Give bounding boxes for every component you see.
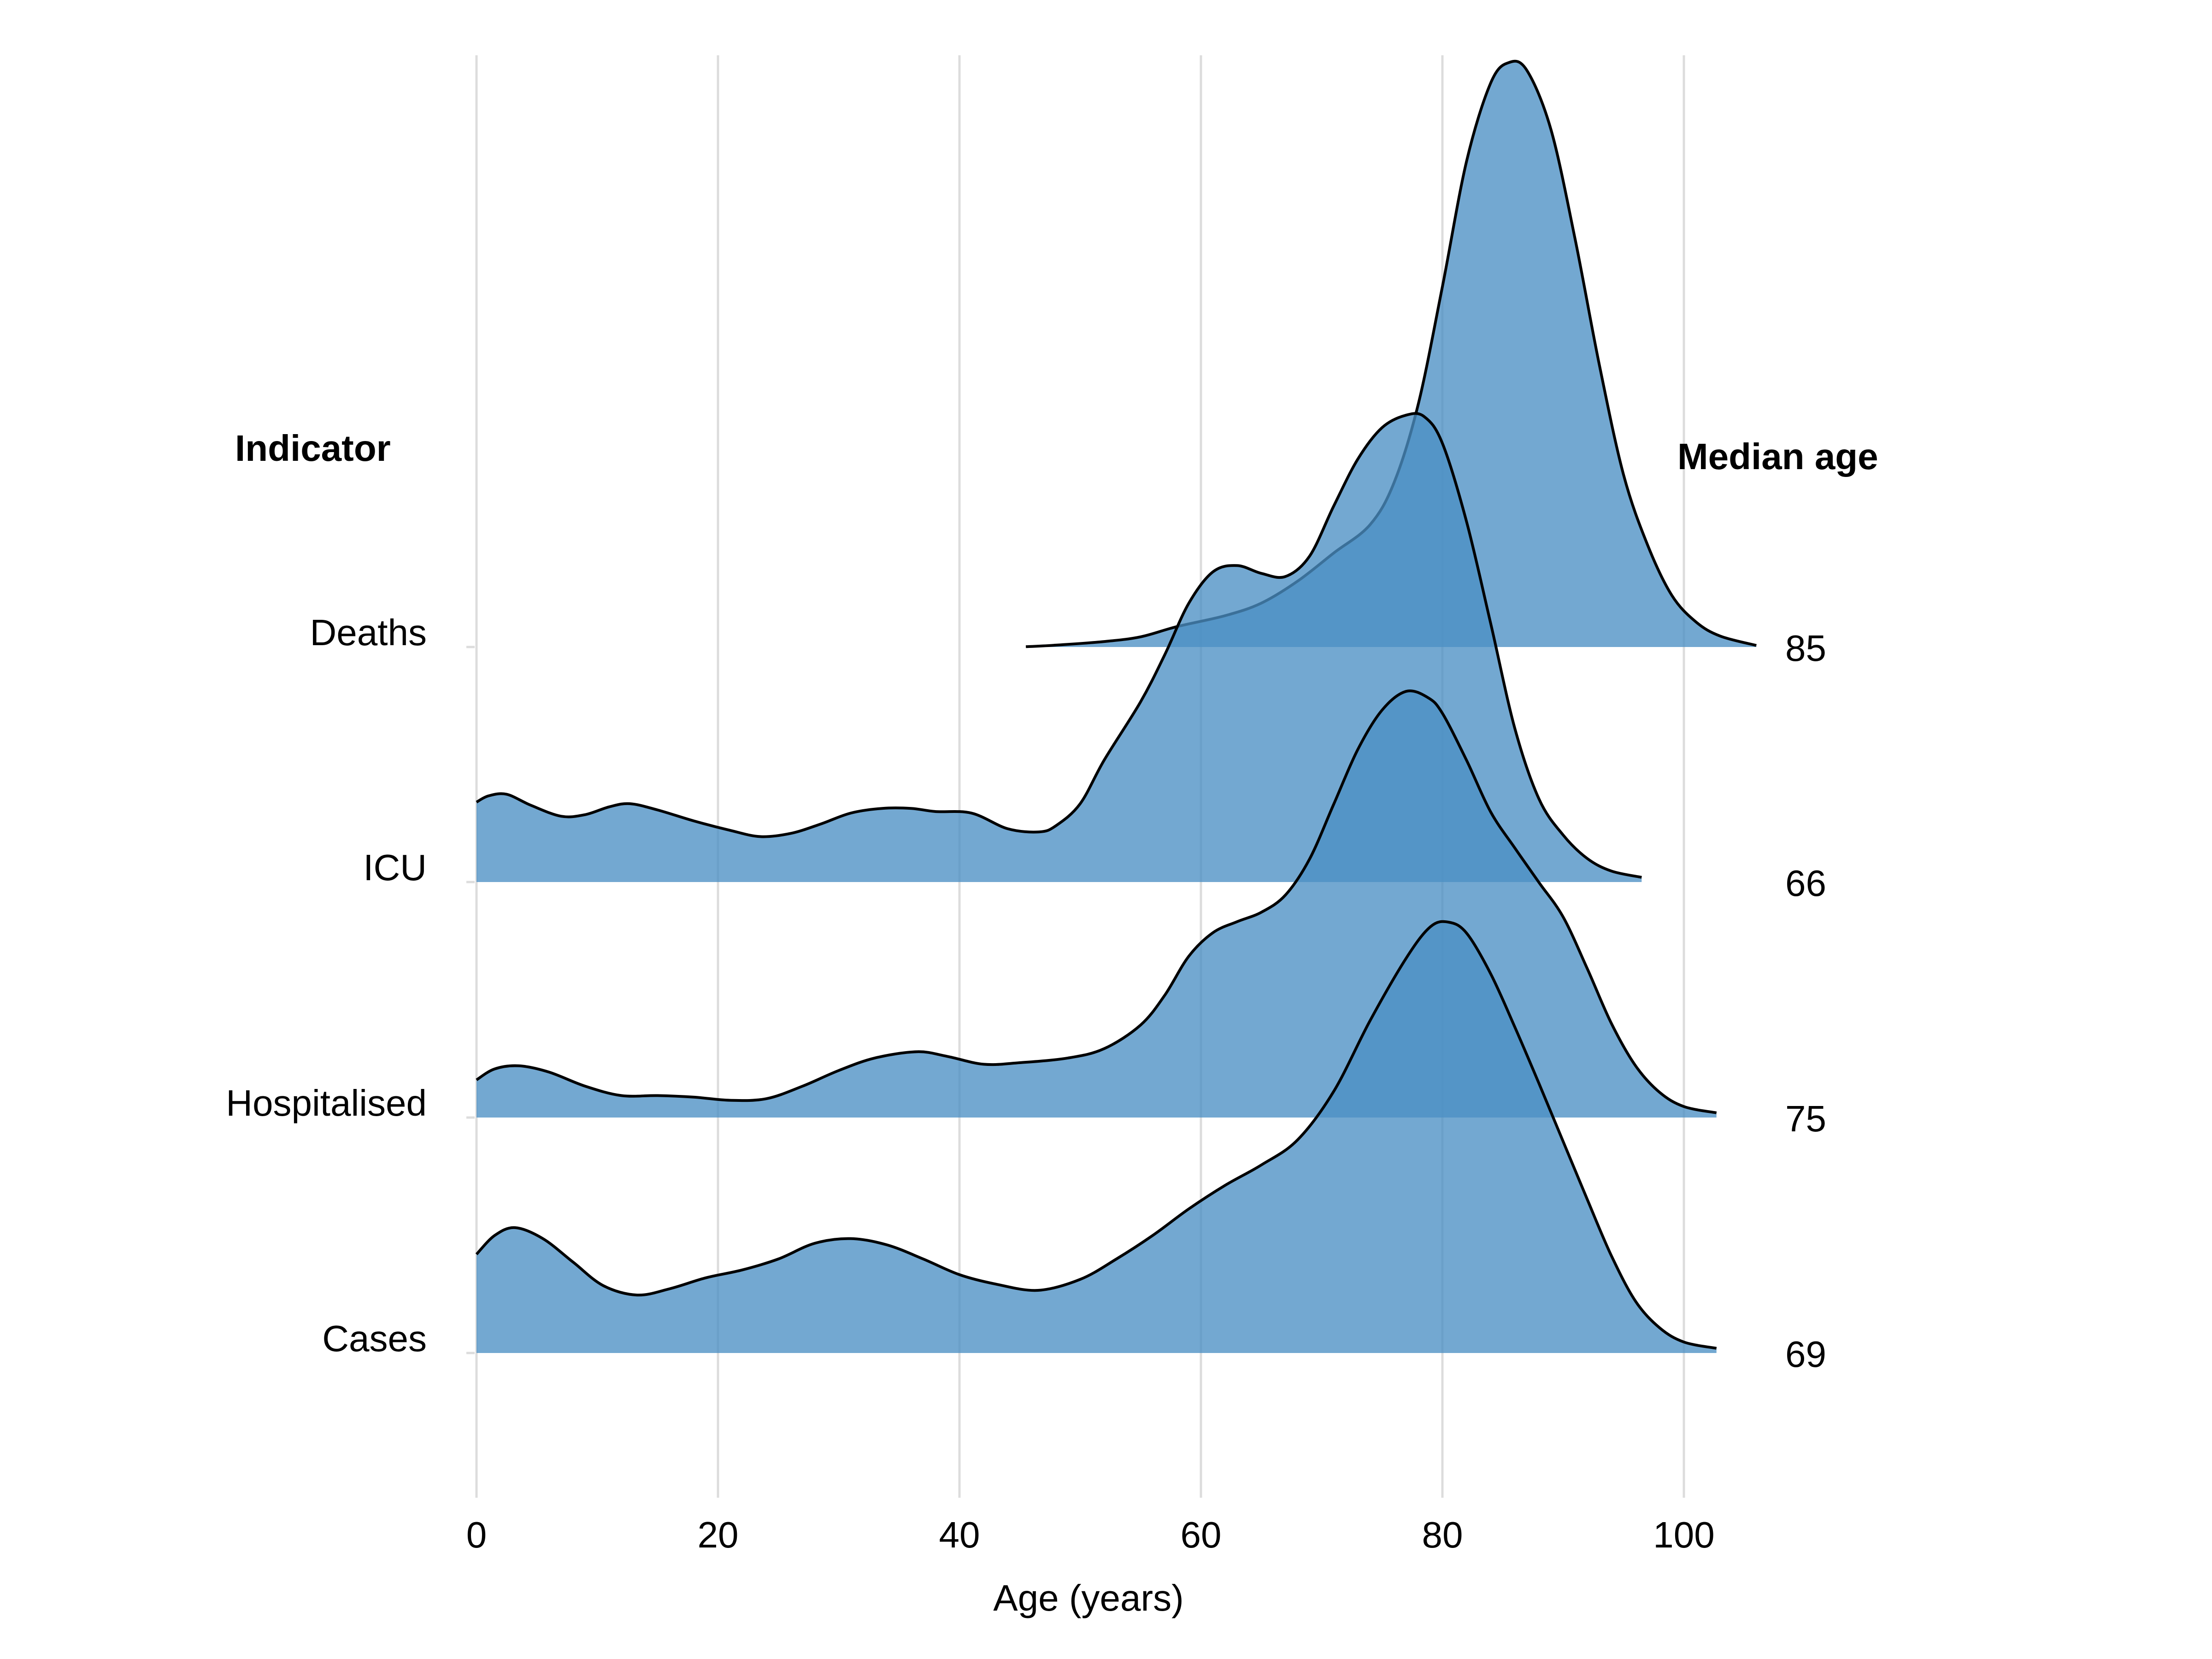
ridge-line-hospitalised [476, 689, 1717, 1114]
median-age-deaths: 85 [1785, 628, 1826, 669]
x-tick-label-100: 100 [1653, 1514, 1714, 1555]
x-tick-label-20: 20 [698, 1514, 739, 1555]
ridge-line-cases [475, 920, 1717, 1350]
ridge-cases [475, 920, 1717, 1353]
ridge-area-deaths [1026, 61, 1757, 647]
x-tick-label-40: 40 [939, 1514, 980, 1555]
median-age-icu: 66 [1785, 863, 1826, 904]
category-label-cases: Cases [322, 1318, 427, 1359]
median-age-hospitalised: 75 [1785, 1098, 1826, 1139]
category-label-icu: ICU [363, 847, 427, 888]
x-tick-label-80: 80 [1422, 1514, 1463, 1555]
x-tick-label-60: 60 [1181, 1514, 1222, 1555]
ridge-hospitalised [476, 689, 1717, 1118]
x-tick-label-0: 0 [466, 1514, 487, 1555]
median-age-header: Median age [1677, 436, 1878, 477]
category-label-hospitalised: Hospitalised [226, 1082, 427, 1124]
ridge-area-cases [477, 921, 1717, 1353]
median-age-cases: 69 [1785, 1334, 1826, 1375]
median-age-labels: 85 66 75 69 [1785, 628, 1826, 1375]
indicator-header: Indicator [235, 428, 391, 469]
category-labels: Deaths ICU Hospitalised Cases [226, 612, 427, 1359]
x-axis-title: Age (years) [993, 1577, 1183, 1618]
ridges [475, 59, 1757, 1353]
ridge-line-icu [476, 412, 1642, 879]
category-label-deaths: Deaths [310, 612, 427, 653]
x-axis-ticks: 0 20 40 60 80 100 [466, 1514, 1715, 1555]
ridge-area-hospitalised [477, 691, 1717, 1118]
